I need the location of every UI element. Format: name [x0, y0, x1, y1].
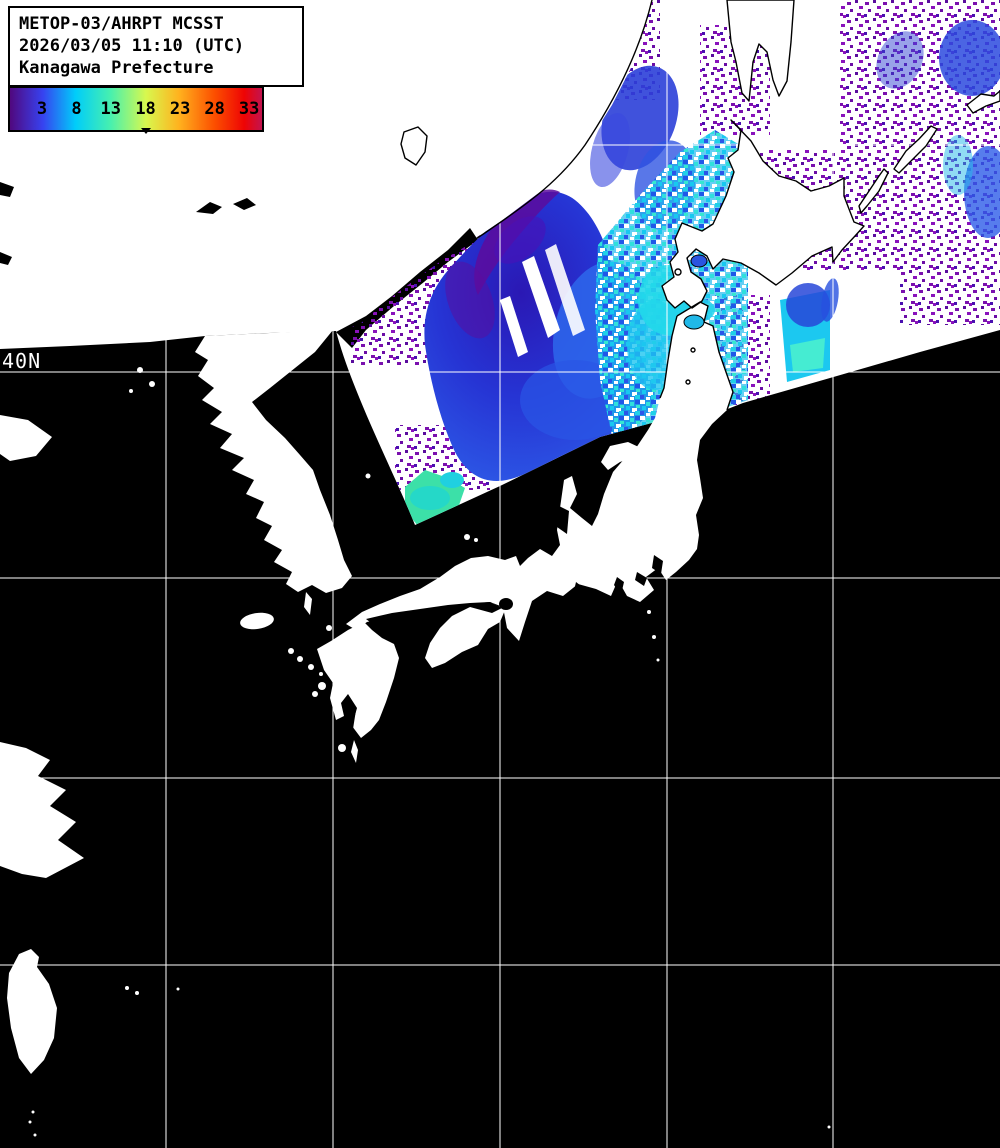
temperature-colorbar: 3 8 13 18 23 28 33 [8, 86, 264, 134]
land-kunashiri [858, 168, 889, 214]
bays [347, 506, 663, 729]
colorbar-tick-label: 23 [169, 99, 191, 119]
land-hokkaido [661, 119, 865, 309]
land-masses [0, 300, 831, 1137]
title-box: METOP-03/AHRPT MCSST 2026/03/05 11:10 (U… [8, 6, 304, 87]
land-shikoku [425, 603, 505, 668]
lake-khanka [400, 126, 428, 166]
title-region: Kanagawa Prefecture [19, 58, 214, 78]
land-china-coast [0, 742, 84, 878]
colorbar-tick-label: 13 [100, 99, 122, 119]
title-datetime: 2026/03/05 11:10 (UTC) [19, 36, 245, 56]
land-sado [601, 442, 647, 470]
colorbar-tick-label: 33 [238, 99, 260, 119]
colorbar-pointer-icon [141, 128, 152, 134]
title-product: METOP-03/AHRPT MCSST [19, 14, 224, 34]
strait-bays [683, 254, 708, 330]
colorbar-tick-label: 3 [36, 99, 48, 119]
land-sakhalin [726, 0, 795, 102]
land-taiwan [7, 949, 57, 1074]
land-tsushima [304, 592, 312, 615]
outlined-coasts [400, 0, 1000, 309]
tokyo-bay [652, 555, 663, 574]
latitude-label: 40N [2, 349, 41, 373]
colorbar-tick-label: 28 [204, 99, 225, 119]
colorbar-tick-label: 8 [71, 99, 82, 119]
inland-marks [0, 182, 256, 265]
land-honshu [346, 302, 733, 641]
land-kyushu [317, 622, 399, 738]
land-korea [195, 330, 352, 593]
colorbar-tick-label: 18 [135, 99, 156, 119]
coastline-strokes [447, 0, 734, 411]
land-iturup [893, 125, 938, 174]
land-jeju [240, 612, 274, 630]
